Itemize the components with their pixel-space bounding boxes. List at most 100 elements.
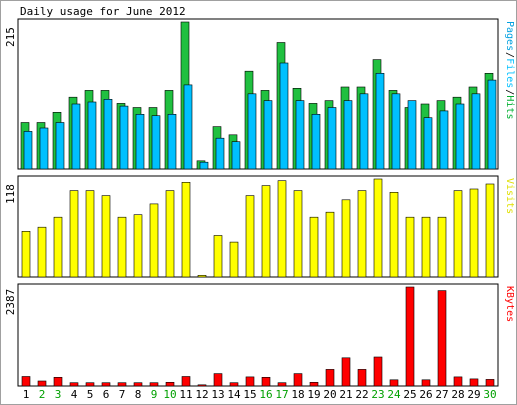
files-bar-16	[263, 100, 273, 170]
visits-bar-25	[405, 216, 415, 278]
day-label-7: 7	[119, 388, 126, 401]
files-bar-20	[327, 107, 337, 170]
chart-title: Daily usage for June 2012	[20, 5, 186, 18]
visits-bar-30	[485, 183, 495, 278]
kbytes-bar-30	[485, 379, 495, 387]
visits-bar-28	[453, 190, 463, 278]
kbytes-bar-15	[245, 376, 255, 387]
kbytes-bar-6	[101, 382, 111, 387]
files-bar-13	[215, 137, 225, 170]
files-bar-2	[39, 127, 49, 170]
files-bar-7	[119, 105, 129, 170]
day-label-29: 29	[467, 388, 480, 401]
visits-bar-15	[245, 195, 255, 278]
files-bar-11	[183, 84, 193, 170]
middle-ymax-label: 118	[4, 184, 17, 204]
kbytes-bar-27	[437, 290, 447, 387]
kbytes-bar-11	[181, 376, 191, 387]
day-label-15: 15	[243, 388, 256, 401]
kbytes-bar-3	[53, 376, 63, 387]
top-legend-sep-0: /	[504, 52, 515, 58]
day-label-21: 21	[339, 388, 352, 401]
kbytes-bar-14	[229, 382, 239, 387]
files-bar-15	[247, 93, 257, 170]
visits-bar-11	[181, 182, 191, 278]
visits-bar-23	[373, 178, 383, 278]
kbytes-bar-22	[357, 369, 367, 387]
kbytes-bar-16	[261, 376, 271, 387]
kbytes-bar-24	[389, 379, 399, 387]
visits-bar-9	[149, 203, 159, 278]
day-label-1: 1	[23, 388, 30, 401]
day-label-24: 24	[387, 388, 401, 401]
kbytes-bar-12	[197, 384, 207, 387]
visits-bar-16	[261, 185, 271, 278]
files-bar-27	[439, 110, 449, 170]
files-bar-22	[359, 93, 369, 170]
bottom-panel-frame	[17, 283, 499, 387]
visits-bar-24	[389, 192, 399, 278]
visits-bar-1	[21, 231, 31, 278]
files-bar-10	[167, 114, 177, 170]
day-label-19: 19	[307, 388, 320, 401]
files-bar-14	[231, 141, 241, 170]
visits-bar-21	[341, 199, 351, 278]
day-label-23: 23	[371, 388, 384, 401]
visits-bar-8	[133, 214, 143, 278]
files-bar-4	[71, 103, 81, 170]
visits-bar-27	[437, 216, 447, 278]
files-bar-28	[455, 103, 465, 170]
middle-legend-visits: Visits	[504, 178, 515, 214]
bottom-ymax-label: 2387	[4, 289, 17, 316]
day-label-12: 12	[195, 388, 208, 401]
kbytes-bar-29	[469, 378, 479, 387]
files-bar-6	[103, 99, 113, 170]
kbytes-bar-28	[453, 376, 463, 387]
visits-bar-17	[277, 180, 287, 278]
visits-bar-20	[325, 211, 335, 278]
kbytes-bar-2	[37, 380, 47, 387]
top-legend-sep-1: /	[504, 89, 515, 95]
kbytes-bar-19	[309, 381, 319, 387]
kbytes-bar-8	[133, 382, 143, 387]
kbytes-bar-26	[421, 379, 431, 387]
visits-bar-6	[101, 195, 111, 278]
kbytes-bar-1	[21, 376, 31, 387]
visits-bar-7	[117, 216, 127, 278]
day-label-27: 27	[435, 388, 448, 401]
day-label-14: 14	[227, 388, 241, 401]
day-label-6: 6	[103, 388, 110, 401]
kbytes-bar-17	[277, 382, 287, 387]
visits-bar-2	[37, 226, 47, 278]
day-label-16: 16	[259, 388, 272, 401]
day-label-8: 8	[135, 388, 142, 401]
visits-bar-14	[229, 241, 239, 278]
day-label-17: 17	[275, 388, 288, 401]
files-bar-29	[471, 93, 481, 170]
files-bar-3	[55, 122, 65, 170]
day-label-25: 25	[403, 388, 416, 401]
files-bar-17	[279, 62, 289, 170]
kbytes-bar-23	[373, 356, 383, 387]
visits-bar-5	[85, 190, 95, 278]
visits-bar-18	[293, 190, 303, 278]
kbytes-bar-18	[293, 373, 303, 387]
kbytes-bar-13	[213, 373, 223, 387]
day-label-18: 18	[291, 388, 304, 401]
files-bar-19	[311, 114, 321, 170]
files-bar-9	[151, 115, 161, 170]
top-legend-files: Files	[504, 58, 515, 88]
files-bar-5	[87, 101, 97, 170]
top-legend-hits: Hits	[504, 95, 515, 119]
top-legend-pages: Pages	[504, 21, 515, 51]
files-bar-1	[23, 131, 33, 170]
visits-bar-10	[165, 190, 175, 278]
day-label-5: 5	[87, 388, 94, 401]
top-ymax-label: 215	[4, 27, 17, 47]
bottom-legend-kbytes: KBytes	[504, 286, 515, 322]
visits-bar-29	[469, 188, 479, 278]
day-label-10: 10	[163, 388, 176, 401]
visits-bar-19	[309, 216, 319, 278]
